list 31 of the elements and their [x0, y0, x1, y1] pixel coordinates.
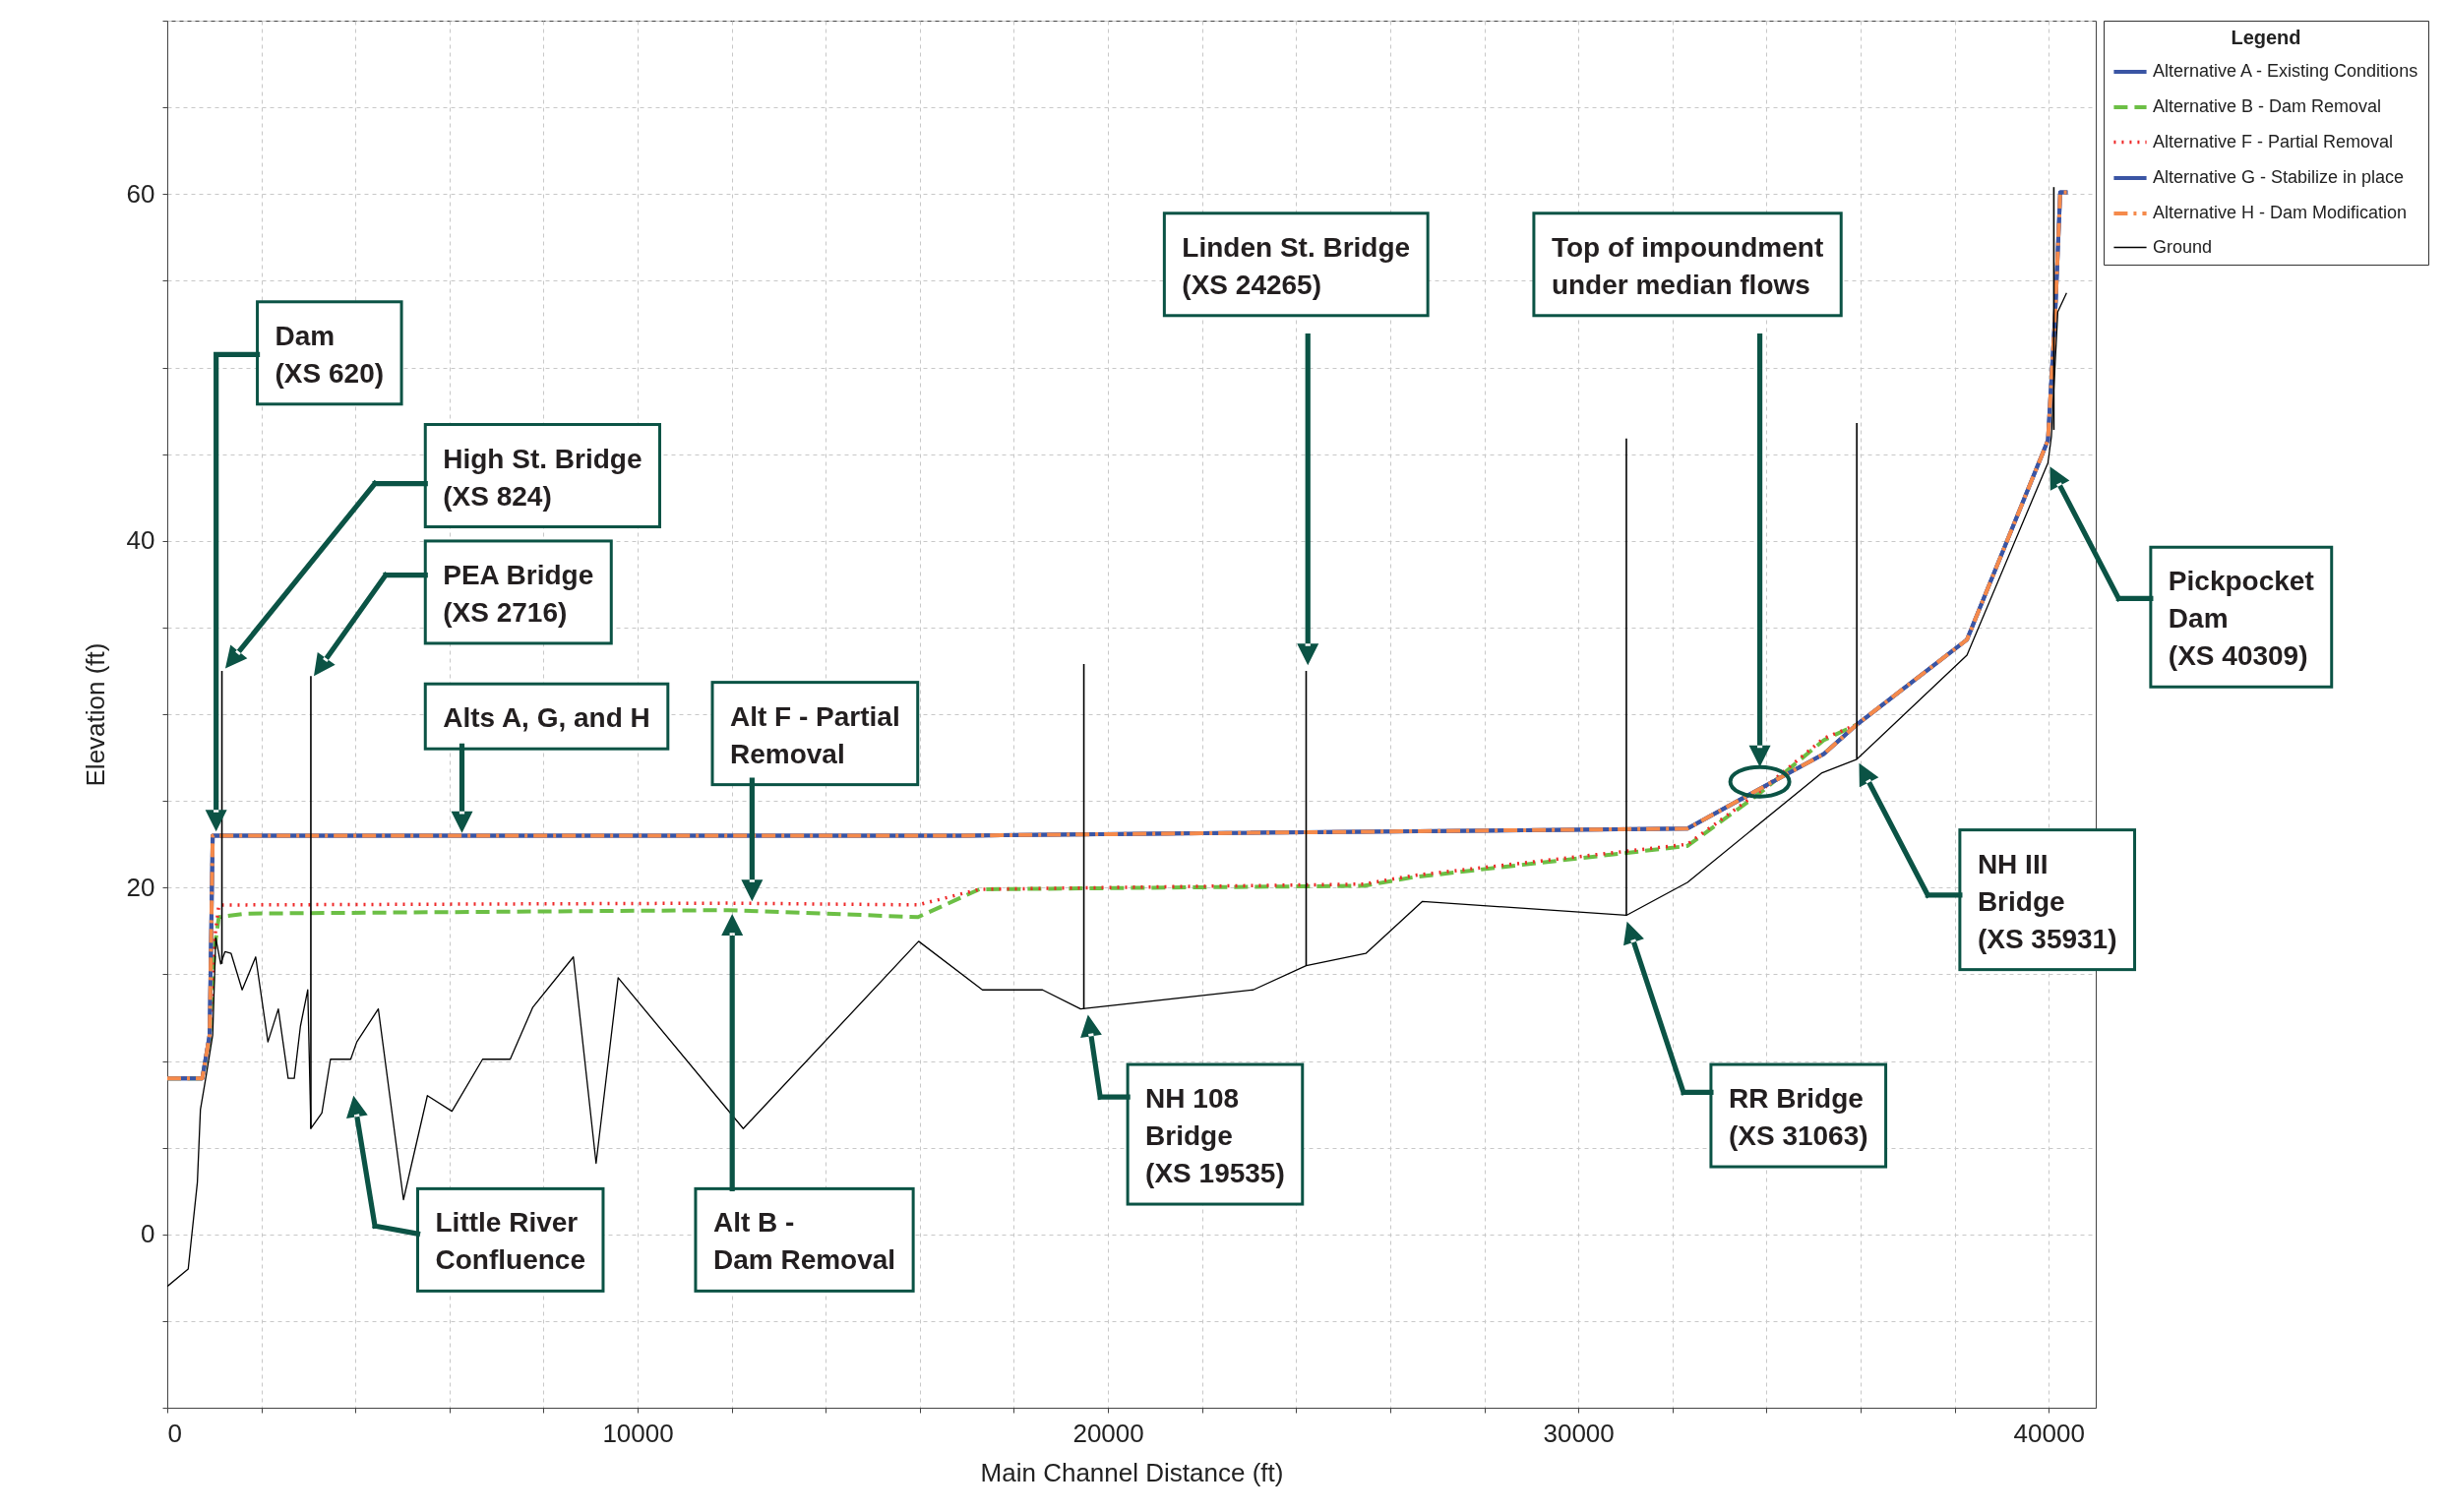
x-tick-label: 0 — [167, 1418, 182, 1448]
x-tick-label: 20000 — [1072, 1418, 1144, 1448]
annotation: NH III Bridge (XS 35931) — [1977, 848, 2117, 954]
annotation: PEA Bridge (XS 2716) — [443, 559, 594, 628]
legend-label: Alternative H - Dam Modification — [2153, 203, 2408, 222]
legend-title: Legend — [2231, 27, 2301, 48]
x-tick-label: 30000 — [1543, 1418, 1615, 1448]
annotation: Little River Confluence — [435, 1207, 585, 1276]
x-tick-label: 10000 — [602, 1418, 674, 1448]
y-axis-title: Elevation (ft) — [80, 642, 110, 787]
legend-label: Ground — [2153, 236, 2213, 257]
y-tick-label: 0 — [141, 1219, 155, 1249]
y-tick-label: 20 — [126, 872, 155, 902]
legend-label: Alternative G - Stabilize in place — [2153, 167, 2405, 187]
legend-label: Alternative F - Partial Removal — [2153, 131, 2394, 151]
annotation: Linden St. Bridge (XS 24265) — [1182, 231, 1411, 300]
x-axis-title: Main Channel Distance (ft) — [980, 1457, 1284, 1487]
text: Pickpocket Dam (XS 40309) — [2168, 566, 2314, 672]
legend-label: Alternative A - Existing Conditions — [2153, 61, 2418, 81]
x-tick-label: 40000 — [2013, 1418, 2085, 1448]
annotation: High St. Bridge (XS 824) — [443, 443, 642, 512]
annotation: Dam (XS 620) — [275, 320, 385, 389]
annotation: Alt F - Partial Removal — [730, 700, 900, 769]
y-tick-label: 40 — [126, 525, 155, 556]
annotation: Alts A, G, and H — [443, 702, 650, 734]
annotation: Alt B - Dam Removal — [712, 1207, 896, 1276]
annotation: Top of impoundment under median flows — [1551, 231, 1824, 300]
legend-label: Alternative B - Dam Removal — [2153, 96, 2382, 116]
annotation: NH 108 Bridge (XS 19535) — [1145, 1083, 1285, 1189]
y-tick-label: 60 — [126, 178, 155, 209]
annotation: RR Bridge (XS 31063) — [1728, 1083, 1868, 1152]
